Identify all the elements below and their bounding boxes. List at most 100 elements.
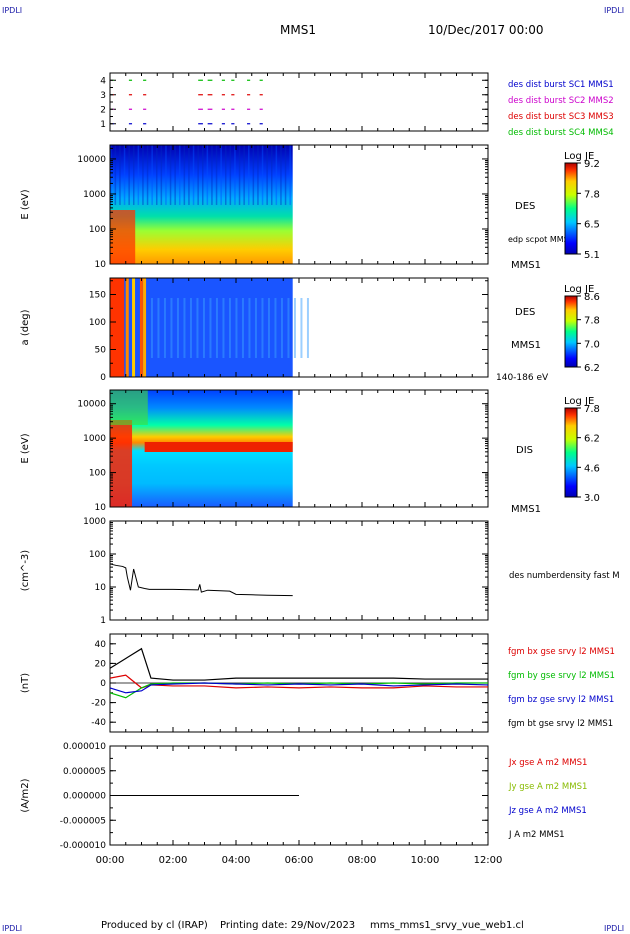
dis-energy-colorbar-tick-label: 7.8 bbox=[584, 404, 600, 415]
des-energy-stripe bbox=[252, 145, 255, 205]
des-energy-stripe bbox=[137, 145, 140, 205]
des-pitch-variation bbox=[280, 298, 283, 358]
x-tick-label: 12:00 bbox=[474, 855, 503, 866]
burst-panel-ytick-label: 2 bbox=[100, 105, 106, 115]
des-pitch-variation bbox=[176, 298, 179, 358]
corner-label-top-right: IPDLI bbox=[604, 6, 625, 15]
des-energy-stripe bbox=[142, 145, 144, 205]
current-panel-ytick-label: 0.000010 bbox=[63, 742, 106, 752]
des-pitch-panel-ytick-label: 150 bbox=[89, 291, 106, 301]
des-energy-stripe bbox=[243, 145, 245, 205]
bfield-legend-entry: fgm by gse srvy l2 MMS1 bbox=[508, 671, 615, 681]
des-pitch-ylabel: a (deg) bbox=[20, 309, 31, 345]
des-energy-stripe bbox=[179, 145, 181, 205]
des-energy-panel-ytick-label: 1000 bbox=[83, 190, 106, 200]
des-energy-spectrogram bbox=[110, 145, 293, 264]
des-energy-colorbar-title: Log JE bbox=[564, 151, 594, 162]
des-energy-panel-ytick-label: 10 bbox=[95, 260, 107, 270]
burst-legend-entry: des dist burst SC2 MMS2 bbox=[508, 96, 614, 106]
des-energy-stripe bbox=[238, 145, 241, 205]
des-energy-stripe bbox=[192, 145, 195, 205]
des-energy-stripe bbox=[284, 145, 287, 205]
des-energy-stripe bbox=[156, 145, 158, 205]
corner-label-bottom-left: IPDLI bbox=[2, 924, 23, 933]
des-pitch-variation bbox=[274, 298, 277, 358]
corner-label-bottom-right: IPDLI bbox=[604, 924, 625, 933]
des-energy-stripe bbox=[110, 145, 112, 205]
corner-label-top-left: IPDLI bbox=[2, 6, 23, 15]
des-pitch-variation bbox=[150, 298, 153, 358]
dis-energy-colorbar-tick-label: 4.6 bbox=[584, 463, 600, 474]
current-panel-ytick-label: -0.000010 bbox=[60, 841, 106, 851]
current-ylabel: (A/m2) bbox=[20, 778, 31, 812]
des-energy-panel-ytick-label: 10000 bbox=[77, 155, 106, 165]
burst-panel-ytick-label: 4 bbox=[100, 76, 106, 86]
x-tick-label: 04:00 bbox=[222, 855, 251, 866]
current-panel-ytick-label: 0.000005 bbox=[63, 767, 106, 777]
bfield-series-line bbox=[109, 674, 488, 689]
des-energy-colorbar-tick-label: 6.5 bbox=[584, 220, 600, 231]
density-panel-ytick-label: 100 bbox=[89, 550, 106, 560]
dis-energy-ion-band bbox=[144, 442, 293, 452]
des-energy-annotation: edp scpot MMS1 bbox=[508, 235, 574, 244]
des-energy-stripe bbox=[225, 145, 227, 205]
des-energy-stripe bbox=[160, 145, 163, 205]
des-energy-stripe bbox=[165, 145, 167, 205]
density-panel-ytick-label: 1000 bbox=[83, 517, 106, 527]
current-legend-entry: Jy gse A m2 MMS1 bbox=[508, 782, 587, 792]
des-pitch-colorbar-tick-label: 6.2 bbox=[584, 363, 600, 374]
des-energy-stripe bbox=[271, 145, 273, 205]
des-pitch-stripe bbox=[125, 278, 129, 377]
dis-energy-colorbar-bar bbox=[564, 407, 578, 498]
burst-panel-ytick-label: 3 bbox=[100, 91, 106, 101]
des-pitch-variation bbox=[222, 298, 225, 358]
des-energy-stripe bbox=[289, 145, 291, 205]
dis-energy-sublabel: MMS1 bbox=[511, 504, 541, 515]
des-energy-stripe bbox=[229, 145, 232, 205]
des-pitch-stripe bbox=[132, 278, 136, 377]
des-pitch-variation bbox=[293, 298, 296, 358]
des-energy-stripe bbox=[257, 145, 259, 205]
des-energy-stripe bbox=[169, 145, 172, 205]
footer-printing-date: Printing date: 29/Nov/2023 bbox=[220, 920, 356, 931]
des-energy-stripe bbox=[197, 145, 199, 205]
des-energy-panel-ytick-label: 100 bbox=[89, 225, 106, 235]
des-pitch-variation bbox=[189, 298, 192, 358]
density-panel-ytick-label: 10 bbox=[95, 583, 107, 593]
x-tick-label: 00:00 bbox=[96, 855, 125, 866]
mission-title: MMS1 bbox=[280, 23, 316, 37]
des-pitch-colorbar-tick-label: 8.6 bbox=[584, 292, 600, 303]
des-energy-stripe bbox=[133, 145, 135, 205]
dis-energy-panel-ytick-label: 10000 bbox=[77, 400, 106, 410]
footer-produced-by: Produced by cl (IRAP) bbox=[101, 920, 208, 931]
des-pitch-variation bbox=[196, 298, 199, 358]
bfield-panel-ytick-label: 40 bbox=[95, 640, 107, 650]
des-pitch-variation bbox=[287, 298, 290, 358]
x-tick-label: 08:00 bbox=[348, 855, 377, 866]
des-energy-stripe bbox=[280, 145, 282, 205]
des-pitch-stripe bbox=[139, 278, 143, 377]
bfield-legend-entry: fgm bt gse srvy l2 MMS1 bbox=[508, 719, 613, 729]
des-energy-stripe bbox=[211, 145, 213, 205]
des-energy-label: DES bbox=[515, 201, 535, 212]
x-tick-label: 06:00 bbox=[285, 855, 314, 866]
des-pitch-panel-ytick-label: 100 bbox=[89, 318, 106, 328]
des-pitch-energy-range: 140-186 eV bbox=[496, 373, 549, 383]
dis-energy-panel-ytick-label: 10 bbox=[95, 503, 107, 513]
dis-energy-colorbar-title: Log JE bbox=[564, 396, 594, 407]
bfield-series-line bbox=[109, 682, 488, 699]
bfield-series-line bbox=[109, 647, 488, 681]
des-energy-stripe bbox=[128, 145, 130, 205]
des-pitch-spectrogram bbox=[110, 278, 293, 377]
density-series-line bbox=[109, 563, 293, 597]
x-tick-label: 10:00 bbox=[411, 855, 440, 866]
des-pitch-variation bbox=[306, 298, 309, 358]
dis-energy-green-region bbox=[110, 390, 148, 425]
des-pitch-hot-region bbox=[110, 278, 125, 377]
des-pitch-variation bbox=[157, 298, 160, 358]
des-energy-stripe bbox=[119, 145, 121, 205]
bfield-series-line bbox=[109, 682, 489, 694]
des-pitch-label: DES bbox=[515, 307, 535, 318]
des-pitch-variation bbox=[215, 298, 218, 358]
density-ylabel: (cm^-3) bbox=[20, 550, 31, 591]
